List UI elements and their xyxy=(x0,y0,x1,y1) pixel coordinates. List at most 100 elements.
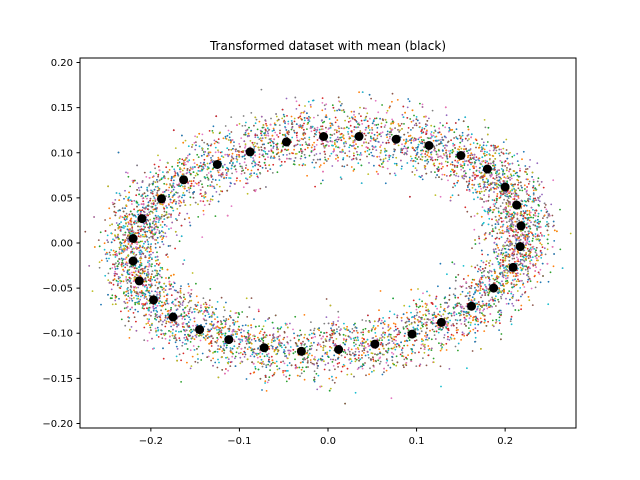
cloud-point xyxy=(454,294,456,297)
cloud-point xyxy=(344,352,347,354)
cloud-point xyxy=(283,352,286,355)
cloud-point xyxy=(338,332,341,335)
cloud-point xyxy=(306,174,308,177)
cloud-point xyxy=(420,136,422,139)
cloud-point xyxy=(107,279,110,281)
cloud-point xyxy=(109,224,111,227)
cloud-point xyxy=(364,117,367,119)
cloud-point xyxy=(495,251,498,253)
cloud-point xyxy=(500,295,502,298)
cloud-point xyxy=(210,181,213,183)
cloud-point xyxy=(237,316,240,319)
cloud-point xyxy=(202,336,205,339)
cloud-point xyxy=(329,155,331,157)
cloud-point xyxy=(189,306,192,309)
cloud-point xyxy=(516,218,519,221)
cloud-point xyxy=(374,332,377,334)
cloud-point xyxy=(437,285,439,288)
cloud-point xyxy=(188,171,191,174)
cloud-point xyxy=(190,292,193,295)
cloud-point xyxy=(422,339,425,342)
cloud-point xyxy=(337,320,339,322)
cloud-point xyxy=(224,320,227,323)
cloud-point xyxy=(244,353,247,356)
cloud-point xyxy=(192,324,195,327)
cloud-point xyxy=(210,359,213,362)
cloud-point xyxy=(528,210,531,212)
cloud-point xyxy=(368,373,370,376)
cloud-point xyxy=(336,119,339,121)
cloud-point xyxy=(159,314,162,316)
cloud-point xyxy=(233,338,235,341)
cloud-point xyxy=(489,206,492,209)
cloud-point xyxy=(142,235,145,238)
cloud-point xyxy=(218,348,221,350)
cloud-point xyxy=(361,340,364,343)
cloud-point xyxy=(143,242,145,245)
cloud-point xyxy=(391,340,394,342)
cloud-point xyxy=(505,230,508,233)
cloud-point xyxy=(140,210,142,213)
cloud-point xyxy=(381,339,383,341)
cloud-point xyxy=(117,277,120,280)
cloud-point xyxy=(218,333,220,335)
cloud-point xyxy=(122,264,125,267)
cloud-point xyxy=(135,320,137,323)
cloud-point xyxy=(379,337,381,339)
cloud-point xyxy=(319,164,322,167)
cloud-point xyxy=(295,134,298,137)
cloud-point xyxy=(296,345,299,347)
cloud-point xyxy=(517,309,520,312)
cloud-point xyxy=(455,322,458,325)
cloud-point xyxy=(212,185,215,188)
cloud-point xyxy=(171,332,174,334)
cloud-point xyxy=(171,196,174,199)
cloud-point xyxy=(334,143,336,146)
cloud-point xyxy=(191,272,194,274)
cloud-point xyxy=(532,237,534,240)
cloud-point xyxy=(479,308,481,310)
cloud-point xyxy=(145,274,148,277)
cloud-point xyxy=(216,183,218,186)
cloud-point xyxy=(184,185,186,188)
cloud-point xyxy=(301,150,304,153)
cloud-point xyxy=(360,331,363,334)
cloud-point xyxy=(211,198,214,201)
cloud-point xyxy=(387,326,390,328)
cloud-point xyxy=(389,310,391,313)
cloud-point xyxy=(415,365,418,367)
cloud-point xyxy=(528,240,531,243)
cloud-point xyxy=(120,242,123,245)
cloud-point xyxy=(469,324,472,326)
cloud-point xyxy=(527,275,530,278)
cloud-point xyxy=(522,214,525,217)
cloud-point xyxy=(135,253,138,256)
cloud-point xyxy=(483,308,485,311)
cloud-point xyxy=(485,263,487,266)
cloud-point xyxy=(506,199,509,202)
cloud-point xyxy=(126,248,128,251)
cloud-point xyxy=(221,173,224,176)
cloud-point xyxy=(421,305,424,308)
cloud-point xyxy=(389,366,392,369)
cloud-point xyxy=(509,176,511,179)
cloud-point xyxy=(484,232,487,234)
cloud-point xyxy=(418,332,421,335)
cloud-point xyxy=(347,131,349,133)
cloud-point xyxy=(91,290,94,292)
cloud-point xyxy=(136,211,139,213)
cloud-point xyxy=(187,160,190,163)
cloud-point xyxy=(393,172,396,175)
cloud-point xyxy=(491,224,493,227)
cloud-point xyxy=(359,154,361,156)
cloud-point xyxy=(122,225,125,227)
cloud-point xyxy=(313,380,316,383)
cloud-point xyxy=(378,319,380,321)
cloud-point xyxy=(147,201,150,204)
cloud-point xyxy=(323,120,326,123)
cloud-point xyxy=(115,279,118,282)
cloud-point xyxy=(257,352,260,355)
cloud-point xyxy=(426,303,428,306)
cloud-point xyxy=(498,329,500,331)
cloud-point xyxy=(305,345,308,348)
